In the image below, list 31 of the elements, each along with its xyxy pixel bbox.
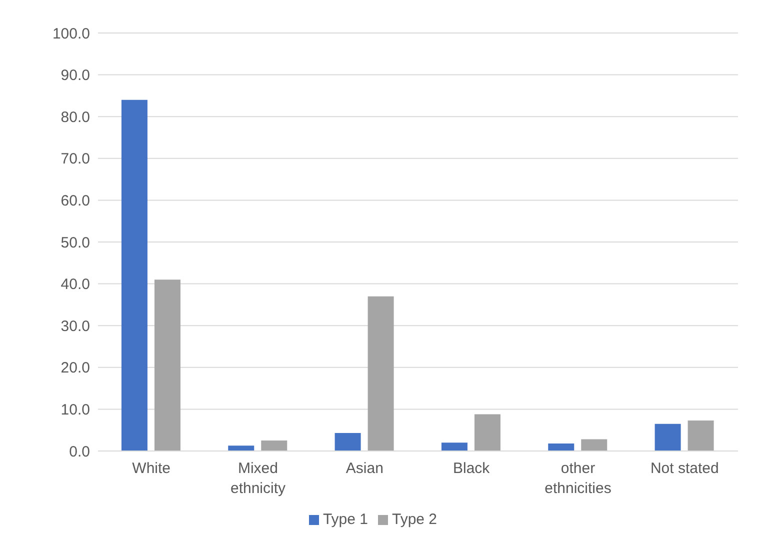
legend-label: Type 1 [322,511,368,528]
x-tick-label: other ethnicities [544,460,612,497]
bar [441,442,468,451]
bar [334,433,361,451]
y-tick-label: 30.0 [60,318,90,335]
x-tick-label: Not stated [650,460,719,477]
y-tick-label: 100.0 [52,25,90,42]
y-tick-label: 40.0 [60,276,90,294]
bar [228,446,254,451]
bar [154,280,180,451]
bar [654,424,681,451]
x-tick-label: Asian [346,460,384,477]
bar [688,420,714,451]
y-tick-label: 70.0 [60,150,90,168]
y-tick-label: 20.0 [60,360,90,377]
y-tick-label: 90.0 [60,67,90,84]
x-tick-label: White [132,460,171,477]
y-tick-label: 10.0 [60,402,90,419]
bar [474,414,500,451]
bar [581,439,608,451]
y-tick-label: 60.0 [60,192,90,210]
bar [261,440,288,451]
y-tick-label: 50.0 [60,234,90,252]
bar [121,100,148,451]
x-tick-label: Mixed ethnicity [230,460,286,497]
bar [368,296,394,451]
bar [548,443,574,451]
y-tick-label: 0.0 [69,443,90,460]
legend-label: Type 2 [392,511,438,528]
y-tick-label: 80.0 [60,108,90,126]
x-tick-label: Black [452,460,490,477]
